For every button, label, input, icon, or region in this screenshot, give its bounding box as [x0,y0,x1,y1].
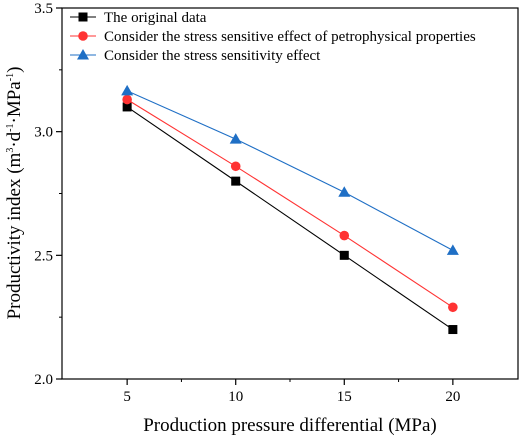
data-point [122,102,132,112]
y-tick-label: 2.5 [34,248,53,264]
series-triangle [121,84,459,255]
y-tick-label: 2.0 [34,372,53,388]
data-point [122,94,132,105]
legend-item: The original data [70,10,207,26]
y-axis: 2.0 2.5 3.0 3.5 [34,1,62,388]
legend-marker [78,12,88,22]
legend-label: Consider the stress sensitive effect of … [104,29,476,45]
series-line [126,99,454,308]
series-group [121,84,459,335]
x-axis-title: Production pressure differential (MPa) [143,415,437,436]
y-axis-title: Productivity index (m3·d-1·MPa-1) [4,67,25,320]
data-point [339,230,350,241]
legend-label: Consider the stress sensitivity effect [104,48,321,64]
legend: The original data Consider the stress sen… [70,10,476,64]
x-tick-label: 5 [123,389,131,405]
data-point [339,250,349,260]
legend-label: The original data [104,10,207,26]
series-circle [122,94,458,313]
legend-marker [78,31,88,41]
y-tick-label: 3.5 [34,1,53,17]
legend-marker [77,49,89,60]
y-tick-label: 3.0 [34,125,53,141]
data-point [446,244,459,255]
data-point [121,84,134,96]
x-tick-label: 20 [445,389,460,405]
legend-item: Consider the stress sensitive effect of … [70,29,476,45]
series-line [126,90,454,251]
x-tick-label: 10 [228,389,243,405]
series-square [122,102,458,335]
legend-item: Consider the stress sensitivity effect [70,48,321,64]
data-point [338,186,351,197]
data-point [448,302,458,313]
x-axis: 5 10 15 20 [123,379,460,405]
series-line [126,106,454,330]
data-point [230,161,241,172]
data-point [229,133,242,144]
data-point [231,176,241,186]
data-point [448,325,458,335]
x-tick-label: 15 [337,389,352,405]
